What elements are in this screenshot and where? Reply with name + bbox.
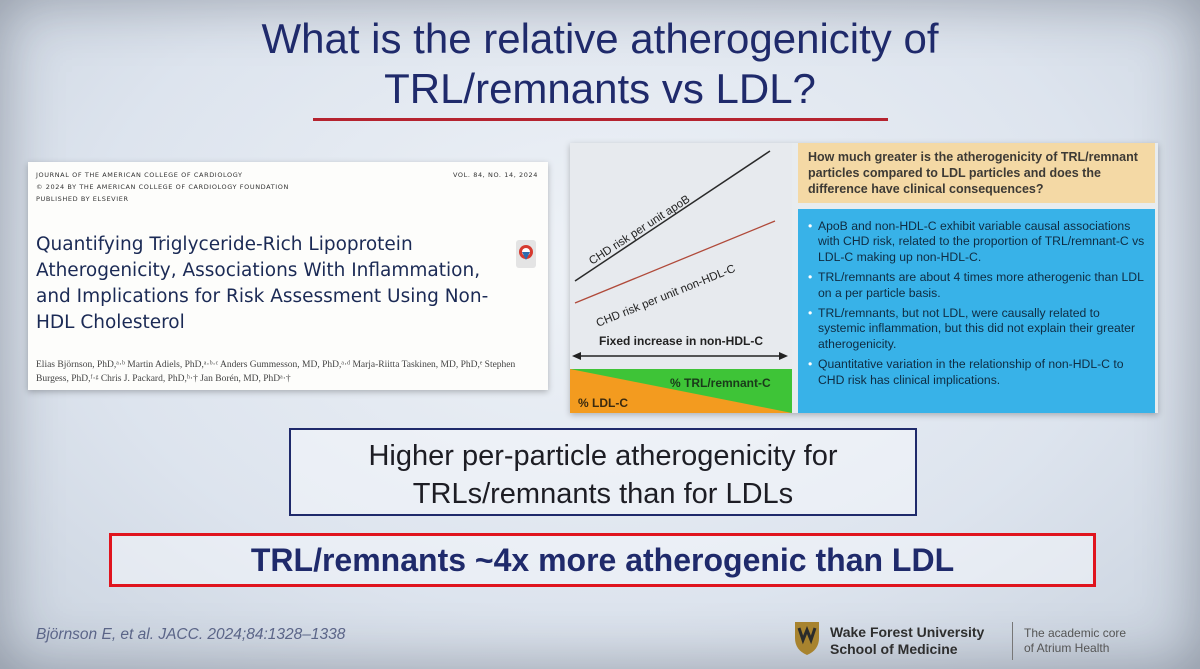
crossmark-icon (516, 240, 536, 268)
central-illustration: CHD risk per unit apoB CHD risk per unit… (570, 143, 1158, 413)
title-underline (313, 118, 888, 121)
arrow-left-head (572, 352, 581, 360)
risk-graph: CHD risk per unit apoB CHD risk per unit… (570, 150, 792, 413)
question-box: How much greater is the atherogenicity o… (798, 143, 1155, 203)
journal-volume: VOL. 84, NO. 14, 2024 (453, 171, 538, 179)
university-tagline: The academic core of Atrium Health (1024, 626, 1126, 656)
journal-copyright: © 2024 BY THE AMERICAN COLLEGE OF CARDIO… (36, 183, 289, 191)
arrow-right-head (779, 352, 788, 360)
trl-area (570, 369, 792, 413)
university-name: Wake Forest University School of Medicin… (830, 624, 984, 658)
trl-area-label: % TRL/remnant-C (670, 376, 771, 390)
apob-line-label: CHD risk per unit apoB (587, 193, 692, 267)
university-line-2: School of Medicine (830, 641, 958, 657)
citation: Björnson E, et al. JACC. 2024;84:1328–13… (36, 626, 346, 643)
finding-item: Quantitative variation in the relationsh… (808, 357, 1147, 388)
finding-item: TRL/remnants, but not LDL, were causally… (808, 306, 1147, 352)
conclusion-box: TRL/remnants ~4x more atherogenic than L… (109, 533, 1096, 587)
wfu-shield-icon (795, 622, 819, 655)
fixed-increase-label: Fixed increase in non-HDL-C (599, 334, 763, 348)
slide-title: What is the relative atherogenicity of T… (261, 15, 939, 112)
logo-divider (1012, 622, 1013, 660)
journal-publisher: PUBLISHED BY ELSEVIER (36, 195, 129, 203)
finding-item: ApoB and non-HDL-C exhibit variable caus… (808, 219, 1147, 265)
per-particle-statement-box: Higher per-particle atherogenicity for T… (289, 428, 917, 516)
university-line-1: Wake Forest University (830, 624, 985, 640)
apob-line (574, 150, 771, 282)
tagline-line-2: of Atrium Health (1024, 641, 1110, 655)
risk-graph-panel: CHD risk per unit apoB CHD risk per unit… (570, 143, 792, 413)
findings-box: ApoB and non-HDL-C exhibit variable caus… (798, 209, 1155, 413)
journal-article-card: JOURNAL OF THE AMERICAN COLLEGE OF CARDI… (28, 162, 548, 390)
article-title: Quantifying Triglyceride-Rich Lipoprotei… (36, 234, 489, 333)
article-authors: Elias Björnson, PhD,ᵃ·ᵇ Martin Adiels, P… (36, 360, 516, 384)
nonhdl-line-label: CHD risk per unit non-HDL-C (595, 263, 738, 330)
tagline-line-1: The academic core (1024, 626, 1127, 640)
finding-item: TRL/remnants are about 4 times more athe… (808, 270, 1147, 301)
nonhdl-line (574, 220, 776, 304)
journal-name: JOURNAL OF THE AMERICAN COLLEGE OF CARDI… (36, 171, 243, 179)
ldl-area-label: % LDL-C (578, 396, 628, 410)
